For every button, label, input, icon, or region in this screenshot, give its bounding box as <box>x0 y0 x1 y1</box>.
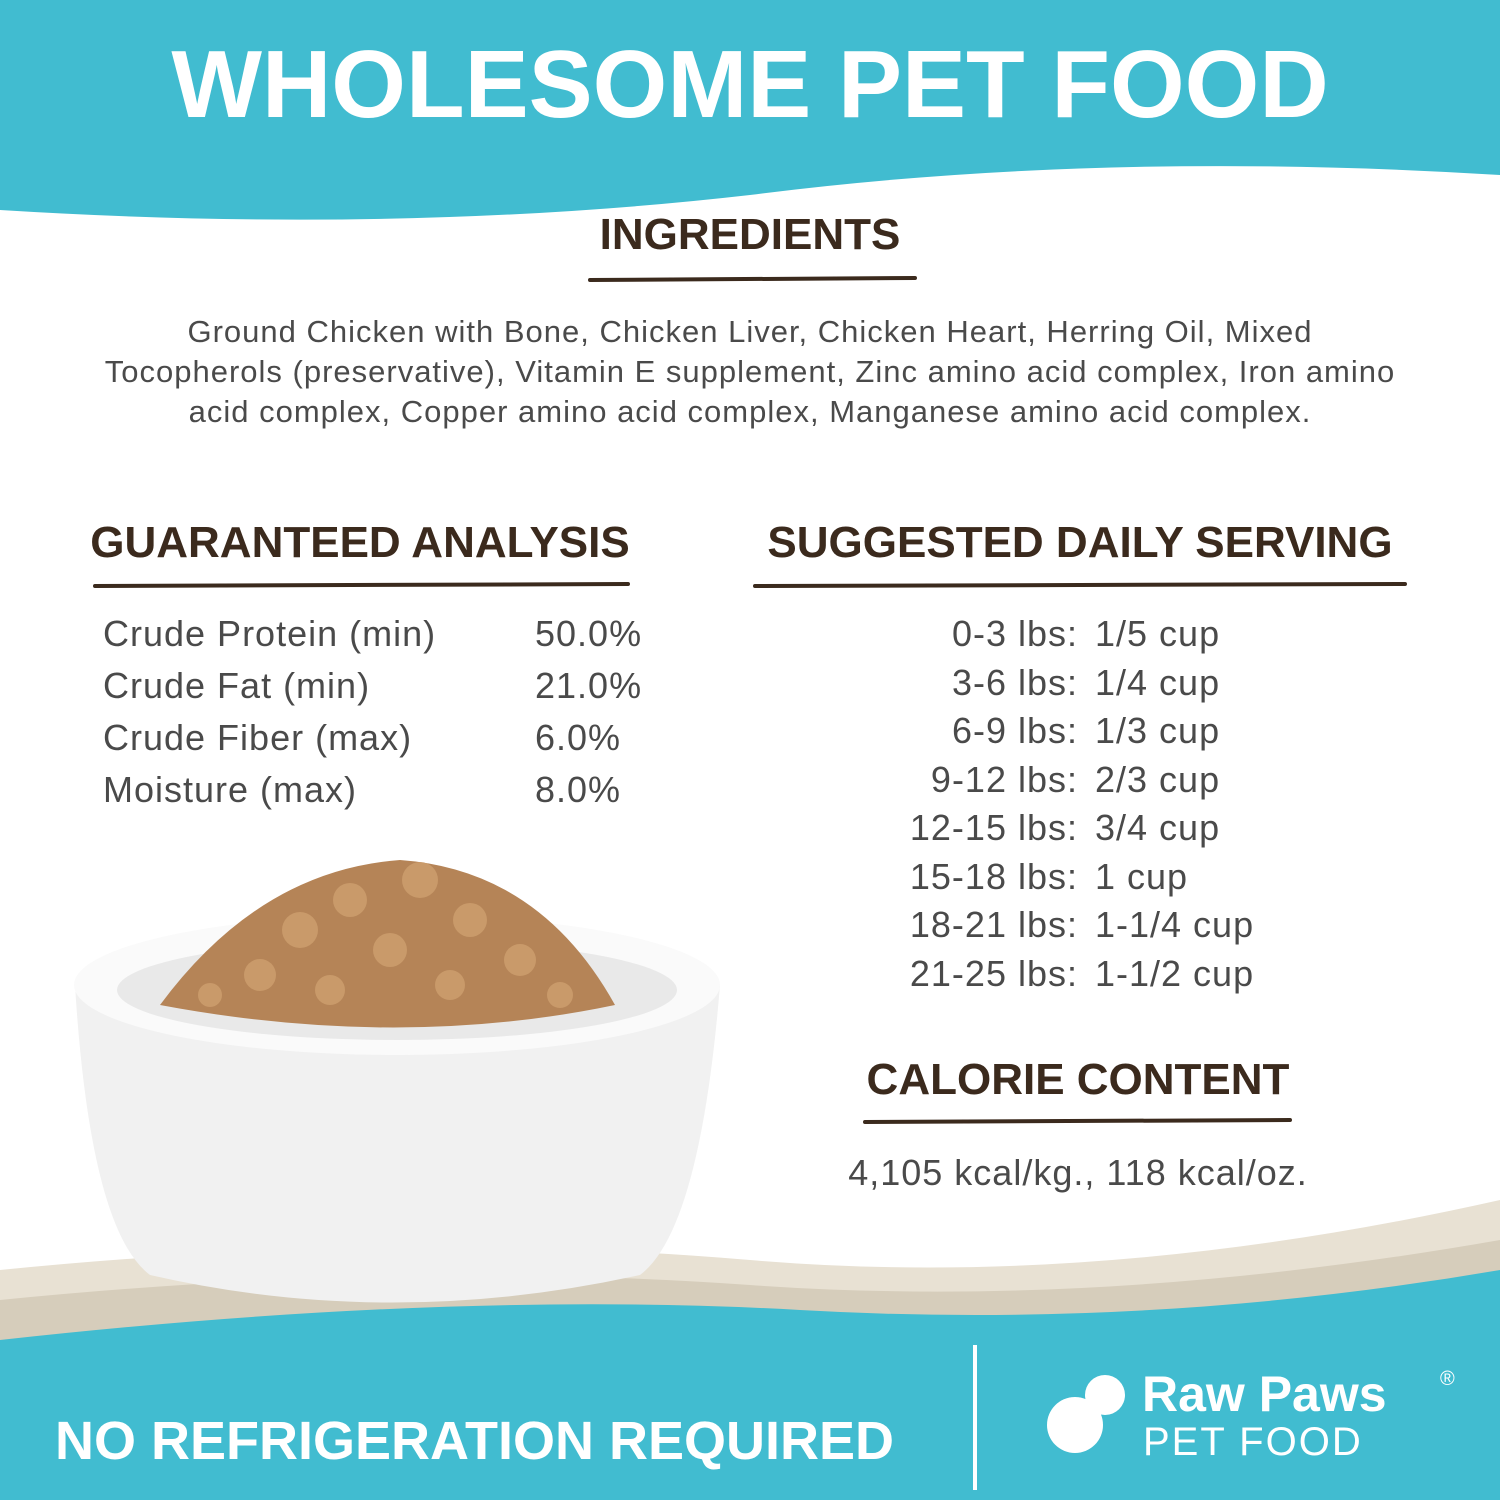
serving-amount: 1/5 cup <box>1095 613 1221 654</box>
serving-weight: 15-18 lbs: <box>909 855 1078 897</box>
serving-amount: 1/4 cup <box>1095 661 1221 703</box>
bowl-illustration <box>74 860 1125 1453</box>
brand-name: Raw Paws <box>1142 1366 1387 1422</box>
title: WHOLESOME PET FOOD <box>171 31 1329 138</box>
analysis-label: Moisture (max) <box>103 769 358 810</box>
serving-heading: SUGGESTED DAILY SERVING <box>767 518 1393 567</box>
serving-weight: 9-12 lbs: <box>930 758 1078 800</box>
analysis-value: 6.0% <box>535 717 622 758</box>
brand-mark: ® <box>1440 1368 1455 1390</box>
analysis-value: 8.0% <box>535 769 622 810</box>
analysis-value: 50.0% <box>535 613 643 654</box>
analysis-label: Crude Protein (min) <box>103 613 437 654</box>
serving-weight: 6-9 lbs: <box>951 710 1078 751</box>
serving-weight: 0-3 lbs: <box>951 613 1078 654</box>
calories-text: 4,105 kcal/kg., 118 kcal/oz. <box>848 1152 1308 1193</box>
analysis-label: Crude Fat (min) <box>103 665 371 706</box>
serving-amount: 1-1/2 cup <box>1095 952 1255 994</box>
ingredients-heading: INGREDIENTS <box>599 210 901 259</box>
serving-weight: 3-6 lbs: <box>951 661 1078 703</box>
serving-amount: 2/3 cup <box>1095 758 1221 800</box>
calories-heading: CALORIE CONTENT <box>866 1055 1290 1104</box>
serving-weight: 21-25 lbs: <box>909 952 1078 994</box>
analysis-heading: GUARANTEED ANALYSIS <box>90 518 630 567</box>
serving-weight: 18-21 lbs: <box>909 904 1078 945</box>
analysis-label: Crude Fiber (max) <box>103 717 413 758</box>
analysis-value: 21.0% <box>535 665 643 706</box>
serving-amount: 1 cup <box>1095 855 1189 897</box>
footer-banner: NO REFRIGERATION REQUIRED <box>55 1411 895 1471</box>
brand-sub: PET FOOD <box>1143 1420 1363 1464</box>
serving-amount: 3/4 cup <box>1095 807 1221 848</box>
serving-amount: 1-1/4 cup <box>1095 904 1255 945</box>
serving-amount: 1/3 cup <box>1095 710 1221 751</box>
ingredients-text: Ground Chicken with Bone, Chicken Liver,… <box>104 314 1396 429</box>
serving-weight: 12-15 lbs: <box>909 807 1078 848</box>
